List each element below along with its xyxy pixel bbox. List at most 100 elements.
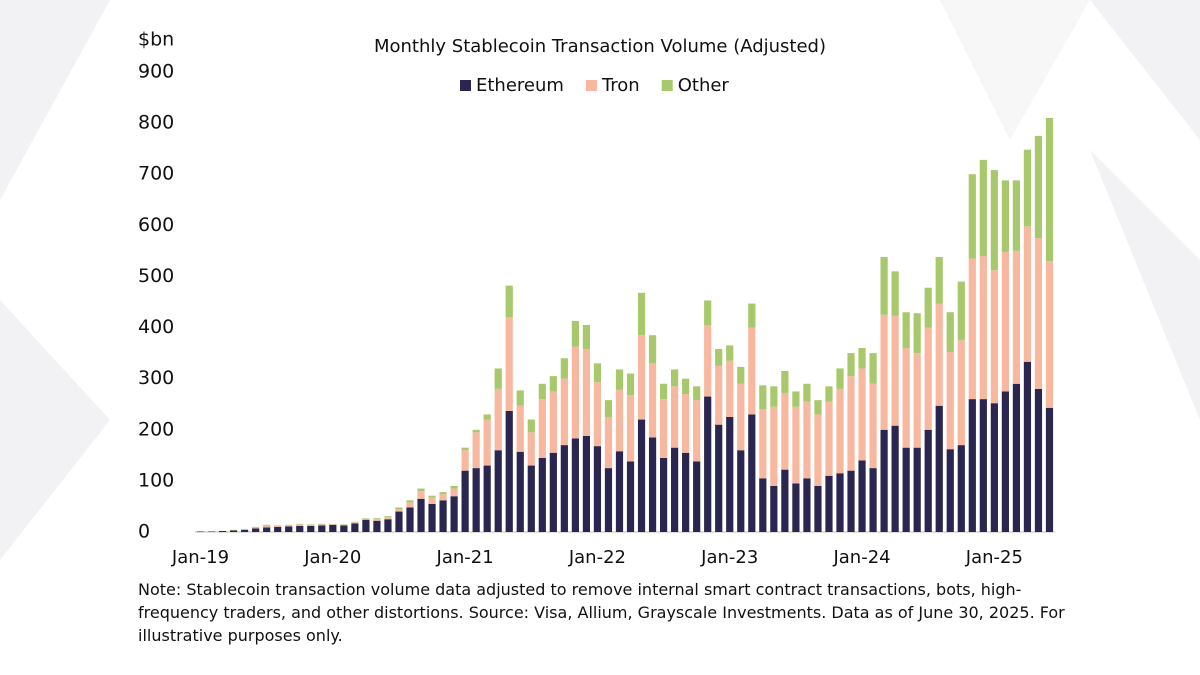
bar-segment [770, 386, 778, 407]
bar-segment [472, 432, 480, 469]
bar-segment [781, 392, 789, 470]
bar-segment [340, 524, 348, 525]
bar-segment [946, 312, 954, 353]
bar-segment [263, 525, 271, 528]
bar-segment [847, 353, 855, 377]
bar-segment [825, 386, 833, 402]
bar-segment [891, 315, 899, 426]
bar-segment [803, 478, 811, 532]
bg-shape [0, 300, 110, 560]
bar-segment [549, 452, 557, 532]
bar-segment [307, 525, 315, 532]
bar-segment [946, 352, 954, 450]
bar-segment [979, 256, 987, 400]
bar-segment [318, 523, 326, 525]
bar-segment [924, 287, 932, 328]
bar-segment [935, 257, 943, 304]
bar-segment [781, 371, 789, 393]
bar-segment [527, 465, 535, 532]
bar-segment [759, 385, 767, 410]
bar-segment [1045, 407, 1054, 532]
bar-segment [693, 461, 701, 532]
bar-segment [704, 396, 712, 532]
bar-segment [836, 368, 844, 389]
bar-segment [483, 419, 491, 466]
bar-segment [836, 473, 844, 532]
bar-segment [450, 486, 458, 489]
bar-segment [560, 445, 568, 532]
bar-segment [263, 524, 271, 526]
bar-segment [351, 521, 359, 523]
x-tick-label: Jan-24 [832, 547, 890, 568]
bar-segment [748, 414, 756, 532]
bar-segment [737, 366, 745, 384]
bar-segment [318, 524, 326, 526]
bar-segment [891, 425, 899, 532]
y-tick-label: 500 [138, 265, 174, 287]
legend-swatch [661, 80, 673, 91]
bar-segment [417, 498, 425, 532]
bar-segment [274, 525, 282, 527]
bar-segment [229, 530, 238, 532]
bar-segment [858, 460, 866, 532]
bar-segment [957, 445, 965, 532]
bar-segment [571, 320, 579, 347]
x-tick-label: Jan-21 [436, 547, 494, 568]
bar-segment [626, 461, 635, 532]
bar-segment [439, 494, 447, 501]
bar-segment [329, 523, 337, 525]
bar-segment [406, 507, 414, 532]
bar-segment [1045, 261, 1054, 408]
bar-segment [406, 500, 414, 503]
bar-segment [494, 388, 502, 451]
y-tick-label: 300 [138, 367, 174, 389]
bg-shape [1090, 0, 1200, 140]
bar-segment [593, 382, 602, 447]
bar-segment [704, 300, 712, 325]
bar-segment [207, 531, 216, 532]
bar-segment [715, 424, 723, 532]
bar-segment [538, 457, 546, 532]
bar-segment [1034, 135, 1043, 239]
bar-segment [737, 383, 745, 451]
x-tick-label: Jan-19 [171, 547, 229, 568]
bar-segment [648, 363, 657, 438]
bar-segment [571, 346, 579, 439]
bar-segment [814, 486, 822, 532]
bar-segment [527, 419, 535, 433]
bg-shape [0, 0, 110, 200]
bar-segment [395, 507, 403, 509]
y-tick-label: 700 [138, 163, 174, 185]
x-tick-label: Jan-20 [303, 547, 361, 568]
bar-segment [593, 363, 602, 383]
bar-segment [637, 292, 646, 336]
bar-segment [252, 526, 260, 528]
bar-segment [549, 391, 557, 453]
bar-segment [626, 373, 635, 396]
x-tick-label: Jan-23 [700, 547, 758, 568]
bar-segment [285, 525, 293, 527]
bar-segment [461, 470, 469, 532]
bar-segment [682, 394, 690, 453]
bar-segment [384, 516, 392, 518]
bar-segment [439, 492, 447, 495]
bar-segment [196, 531, 205, 532]
bg-shape [940, 0, 1090, 140]
bar-segment [604, 468, 613, 532]
bar-segment [373, 518, 381, 520]
bar-segment [792, 483, 800, 532]
y-tick-label: 0 [138, 521, 150, 543]
bar-segment [505, 410, 513, 532]
bar-segment [990, 403, 998, 532]
bar-segment [759, 409, 767, 479]
x-tick-label: Jan-22 [568, 547, 626, 568]
bar-segment [693, 400, 701, 462]
bar-segment [748, 327, 756, 415]
bar-segment [957, 281, 965, 341]
legend-label: Other [678, 75, 730, 96]
bar-segment [384, 517, 392, 520]
bar-segment [858, 368, 866, 461]
legend-swatch [585, 80, 597, 91]
bar-segment [1001, 391, 1009, 532]
bar-segment [946, 449, 954, 532]
